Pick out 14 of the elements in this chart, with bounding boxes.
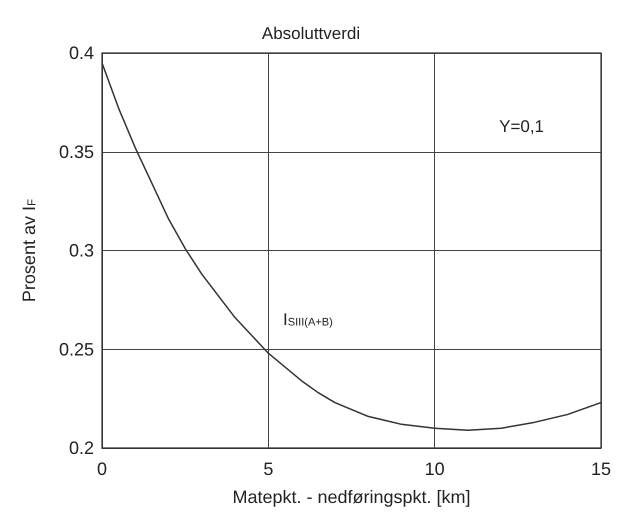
x-axis-title: Matepkt. - nedføringspkt. [km]	[232, 487, 471, 507]
y-tick-label: 0.4	[68, 43, 94, 63]
annotation: Y=0,1	[499, 117, 544, 136]
y-tick-label: 0.35	[58, 142, 94, 162]
x-tick-label: 15	[590, 459, 612, 479]
y-tick-label: 0.25	[58, 339, 94, 360]
y-axis-title: Prosent av IF	[19, 198, 39, 302]
chart-title: Absoluttverdi	[262, 24, 360, 43]
y-tick-label: 0.3	[68, 240, 94, 260]
y-tick-label: 0.2	[68, 438, 94, 458]
annotation: ISIII(A+B)	[283, 310, 333, 329]
x-tick-label: 10	[424, 459, 445, 479]
x-tick-label: 0	[96, 459, 108, 479]
x-tick-label: 5	[263, 459, 274, 479]
